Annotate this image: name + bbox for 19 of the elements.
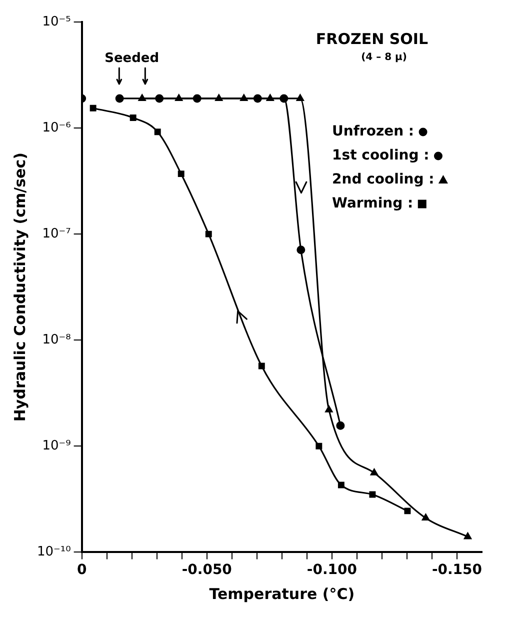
x-axis-title: Temperature (°C) xyxy=(209,584,355,603)
y-tick-label: 10⁻⁸ xyxy=(42,332,71,348)
y-tick-label: 10⁻⁵ xyxy=(42,14,71,30)
text: (4 – 8 μ) xyxy=(361,52,407,63)
y-tick-label: 10⁻⁹ xyxy=(42,438,71,454)
y-tick-label: 10⁻¹⁰ xyxy=(37,544,71,560)
x-tick-label: -0.150 xyxy=(432,562,482,578)
y-tick-label: 10⁻⁷ xyxy=(42,226,71,242)
legend-label: Warming : xyxy=(332,196,414,212)
legend-label: 2nd cooling : xyxy=(332,172,434,188)
y-tick-label: 10⁻⁶ xyxy=(42,120,71,136)
y-axis-title: Hydraulic Conductivity (cm/sec) xyxy=(10,152,29,422)
x-tick-label: -0.050 xyxy=(182,562,232,578)
legend-label: Unfrozen : xyxy=(332,124,414,140)
legend-label: 1st cooling : xyxy=(332,148,430,164)
annotation: Seeded xyxy=(104,51,160,66)
x-tick-label: 0 xyxy=(76,562,87,578)
text: FROZEN SOIL xyxy=(316,30,429,48)
x-tick-label: -0.100 xyxy=(306,562,358,578)
